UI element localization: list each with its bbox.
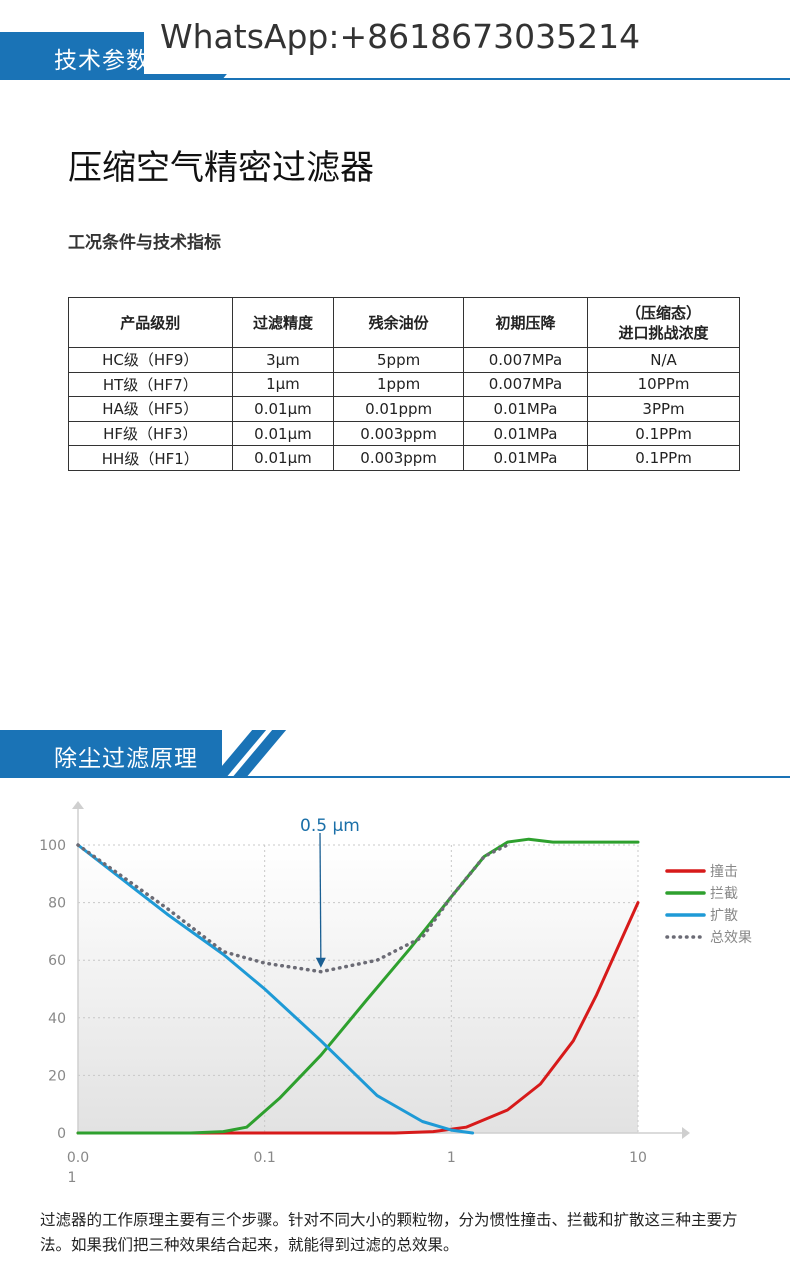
table-cell: HC级（HF9） <box>68 347 233 373</box>
table-cell: 10PPm <box>587 371 740 398</box>
table-cell: HH级（HF1） <box>68 445 233 471</box>
header-cell: 过滤精度 <box>231 297 335 348</box>
table-cell: HF级（HF3） <box>68 420 233 447</box>
x-tick-label: 1 <box>447 1150 456 1166</box>
table-header-row: 产品级别 过滤精度 残余油份 初期压降 （压缩态） 进口挑战浓度 <box>68 297 740 348</box>
x-axis-arrow <box>682 1127 690 1139</box>
table-row: HC级（HF9） 3μm 5ppm 0.007MPa N/A <box>68 347 740 373</box>
banner-bar <box>0 730 222 778</box>
series-line <box>76 843 475 1135</box>
y-axis-arrow <box>72 801 84 809</box>
y-tick-label: 60 <box>48 953 66 969</box>
legend-label: 扩散 <box>710 908 738 924</box>
table-cell: 0.01MPa <box>462 420 589 447</box>
table-cell: 3μm <box>231 347 335 373</box>
banner-label: 除尘过滤原理 <box>54 746 198 772</box>
legend-label: 总效果 <box>710 930 752 946</box>
table-cell: 0.1PPm <box>587 420 740 447</box>
y-tick-label: 100 <box>39 838 66 854</box>
table-row: HF级（HF3） 0.01μm 0.003ppm 0.01MPa 0.1PPm <box>68 420 740 447</box>
spec-table: 产品级别 过滤精度 残余油份 初期压降 （压缩态） 进口挑战浓度 HC级（HF9… <box>68 297 740 471</box>
grid <box>78 844 639 1133</box>
table-cell: 0.003ppm <box>333 445 464 471</box>
x-tick-label: 0.1 <box>254 1150 276 1166</box>
table-row: HH级（HF1） 0.01μm 0.003ppm 0.01MPa 0.1PPm <box>68 445 740 471</box>
table-cell: 0.003ppm <box>333 420 464 447</box>
table-cell: 1ppm <box>333 371 464 398</box>
header-cell: 残余油份 <box>333 297 464 348</box>
legend-label: 撞击 <box>710 864 738 880</box>
x-tick-label: 10 <box>629 1150 647 1166</box>
whatsapp-watermark: WhatsApp:+8618673035214 <box>144 12 650 74</box>
series-lines <box>76 837 640 1135</box>
table-cell: N/A <box>587 347 740 373</box>
y-tick-label: 80 <box>48 896 66 912</box>
table-row: HT级（HF7） 1μm 1ppm 0.007MPa 10PPm <box>68 371 740 398</box>
plot-area <box>78 845 638 1133</box>
page-title: 压缩空气精密过滤器 <box>68 148 374 188</box>
banner-underline <box>0 78 790 80</box>
y-tick-label: 20 <box>48 1068 66 1084</box>
table-cell: 0.01MPa <box>462 445 589 471</box>
table-cell: 3PPm <box>587 396 740 422</box>
y-tick-label: 0 <box>57 1126 66 1142</box>
header-cell: 初期压降 <box>462 297 589 348</box>
series-line <box>76 837 640 1135</box>
y-tick-label: 40 <box>48 1011 66 1027</box>
table-cell: 0.01μm <box>231 445 335 471</box>
banner-label: 技术参数 <box>54 48 150 74</box>
table-cell: 0.007MPa <box>462 371 589 398</box>
section-banner-filter-principle: 除尘过滤原理 <box>0 730 790 778</box>
table-cell: 5ppm <box>333 347 464 373</box>
table-cell: 0.01μm <box>231 396 335 422</box>
table-cell: 0.007MPa <box>462 347 589 373</box>
section-subtitle: 工况条件与技术指标 <box>68 233 221 253</box>
table-cell: 1μm <box>231 371 335 398</box>
series-line <box>76 843 510 974</box>
annotation-arrow-head <box>315 957 326 968</box>
y-tick-labels: 0 20 40 60 80 100 <box>39 838 66 1142</box>
table-cell: 0.01ppm <box>333 396 464 422</box>
banner-underline <box>0 776 790 778</box>
table-cell: HT级（HF7） <box>68 371 233 398</box>
header-cell: 产品级别 <box>68 297 233 348</box>
table-cell: HA级（HF5） <box>68 396 233 422</box>
x-tick-label: 0.0 1 <box>67 1150 89 1186</box>
table-cell: 0.1PPm <box>587 445 740 471</box>
table-cell: 0.01MPa <box>462 396 589 422</box>
series-line <box>76 901 640 1135</box>
description-paragraph: 过滤器的工作原理主要有三个步骤。针对不同大小的颗粒物，分为惯性撞击、拦截和扩散这… <box>40 1211 738 1254</box>
header-cell: （压缩态） 进口挑战浓度 <box>587 297 740 348</box>
annotation-arrow-line <box>319 832 322 962</box>
table-cell: 0.01μm <box>231 420 335 447</box>
table-row: HA级（HF5） 0.01μm 0.01ppm 0.01MPa 3PPm <box>68 396 740 422</box>
annotation-label: 0.5 μm <box>300 816 360 836</box>
legend-label: 拦截 <box>710 886 738 902</box>
x-tick-labels: 0.0 1 0.1 1 10 <box>67 1150 647 1186</box>
annotation-group: 0.5 μm <box>300 816 360 968</box>
